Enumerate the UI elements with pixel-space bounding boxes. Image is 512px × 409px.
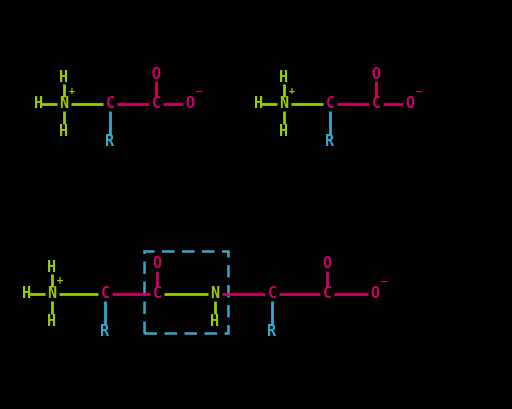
Text: H: H: [280, 70, 289, 85]
Text: R: R: [326, 135, 334, 150]
Text: N: N: [59, 97, 69, 112]
Text: O: O: [371, 286, 379, 301]
Text: H: H: [48, 259, 56, 274]
Text: C: C: [105, 97, 115, 112]
Text: O: O: [371, 67, 380, 81]
Text: R: R: [267, 324, 276, 339]
Text: H: H: [48, 314, 56, 328]
Text: H: H: [59, 70, 69, 85]
Text: N: N: [48, 286, 56, 301]
Text: −: −: [415, 87, 423, 97]
Text: −: −: [380, 277, 388, 287]
Text: O: O: [152, 67, 161, 81]
Bar: [144, 251, 228, 333]
Text: C: C: [152, 97, 161, 112]
Text: −: −: [195, 87, 203, 97]
Text: C: C: [323, 286, 332, 301]
Text: O: O: [323, 256, 332, 272]
Text: O: O: [406, 97, 415, 112]
Text: C: C: [153, 286, 162, 301]
Text: +: +: [69, 86, 75, 96]
Text: O: O: [185, 97, 195, 112]
Text: N: N: [210, 286, 220, 301]
Text: R: R: [105, 135, 115, 150]
Text: C: C: [267, 286, 276, 301]
Text: H: H: [34, 97, 44, 112]
Text: +: +: [56, 276, 64, 286]
Text: N: N: [280, 97, 289, 112]
Text: H: H: [210, 314, 220, 328]
Text: C: C: [371, 97, 380, 112]
Text: C: C: [100, 286, 110, 301]
Text: C: C: [326, 97, 334, 112]
Text: +: +: [289, 86, 295, 96]
Text: H: H: [23, 286, 32, 301]
Text: H: H: [254, 97, 264, 112]
Text: H: H: [280, 124, 289, 139]
Text: R: R: [100, 324, 110, 339]
Text: H: H: [59, 124, 69, 139]
Text: O: O: [153, 256, 162, 272]
